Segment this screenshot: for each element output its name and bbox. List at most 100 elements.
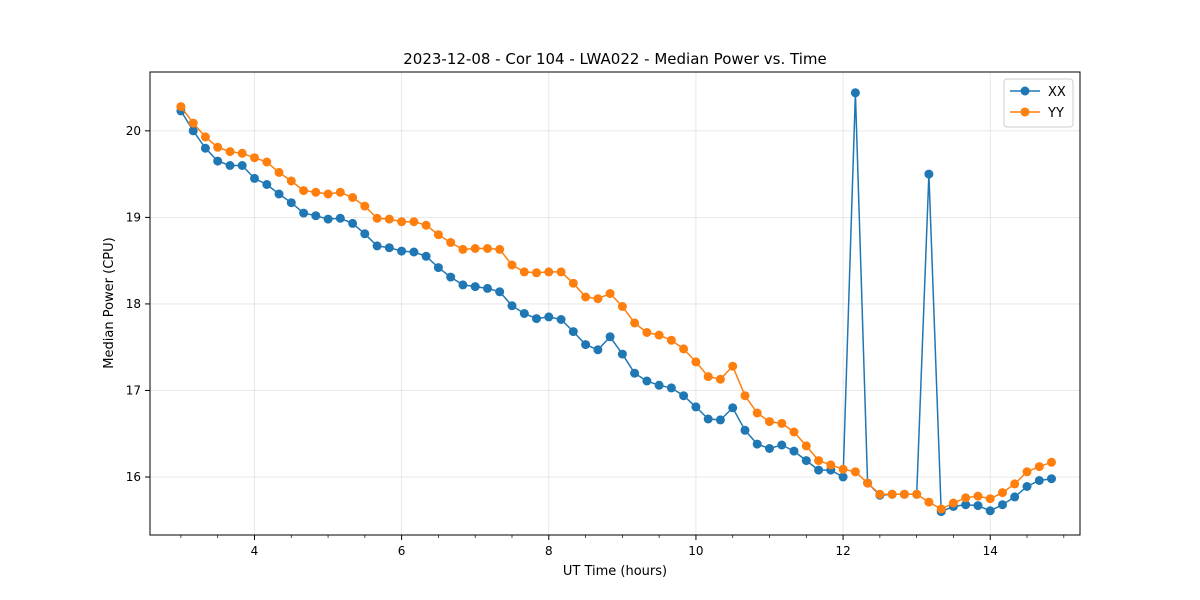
data-point-xx <box>507 301 517 311</box>
grid-lines <box>150 72 1080 535</box>
data-point-yy <box>1034 462 1044 472</box>
data-point-yy <box>654 330 664 340</box>
data-point-xx <box>483 283 492 293</box>
data-point-yy <box>1010 479 1020 489</box>
data-point-yy <box>630 318 640 328</box>
data-point-yy <box>323 189 333 199</box>
data-point-xx <box>458 280 468 290</box>
x-tick-label: 14 <box>983 544 998 558</box>
data-point-xx <box>691 402 701 412</box>
data-point-yy <box>286 176 296 186</box>
data-point-yy <box>483 244 492 253</box>
data-point-xx <box>1034 476 1044 485</box>
data-point-xx <box>728 403 738 413</box>
data-point-yy <box>605 289 615 298</box>
data-point-yy <box>765 417 774 427</box>
y-tick-label: 18 <box>126 297 141 311</box>
data-point-xx <box>446 272 456 282</box>
data-point-yy <box>458 244 468 254</box>
data-point-xx <box>1022 482 1032 491</box>
chart-title: 2023-12-08 - Cor 104 - LWA022 - Median P… <box>403 50 827 68</box>
data-point-yy <box>998 488 1007 498</box>
data-point-xx <box>213 156 223 166</box>
data-point-xx <box>532 314 541 324</box>
data-point-yy <box>826 460 836 470</box>
data-point-yy <box>335 187 345 197</box>
data-point-xx <box>421 251 431 261</box>
data-point-yy <box>397 217 407 227</box>
data-point-yy <box>250 153 259 163</box>
data-point-yy <box>728 361 738 371</box>
data-point-xx <box>360 229 370 239</box>
data-point-xx <box>605 332 615 342</box>
data-point-yy <box>1022 467 1032 477</box>
data-point-yy <box>556 267 566 277</box>
data-point-yy <box>875 489 885 499</box>
data-point-xx <box>814 465 824 475</box>
data-point-yy <box>789 427 799 437</box>
data-point-yy <box>568 278 578 288</box>
data-point-xx <box>765 444 774 453</box>
legend: XX YY <box>1003 78 1074 128</box>
data-point-yy <box>446 238 456 247</box>
data-point-xx <box>973 501 983 511</box>
legend-marker-xx <box>1020 86 1030 96</box>
data-point-xx <box>998 500 1007 510</box>
data-point-yy <box>348 193 358 202</box>
data-point-xx <box>617 349 627 359</box>
data-point-xx <box>200 143 210 153</box>
data-point-xx <box>433 263 443 273</box>
data-point-xx <box>985 506 995 516</box>
data-point-yy <box>1047 457 1056 467</box>
data-point-yy <box>421 220 431 230</box>
data-point-xx <box>1047 474 1056 484</box>
x-tick-label: 12 <box>835 544 850 558</box>
series-line-xx <box>180 92 1052 513</box>
data-point-xx <box>225 161 235 170</box>
legend-label-yy: YY <box>1047 106 1064 121</box>
data-point-yy <box>470 244 480 253</box>
data-point-xx <box>801 456 811 466</box>
data-point-yy <box>973 491 983 501</box>
data-point-yy <box>519 267 529 277</box>
data-point-yy <box>274 167 284 177</box>
data-point-yy <box>384 214 394 224</box>
x-tick-label: 8 <box>545 544 553 558</box>
data-point-xx <box>409 247 419 257</box>
data-point-xx <box>274 189 284 199</box>
data-point-xx <box>1010 492 1020 502</box>
data-point-yy <box>924 497 934 507</box>
data-point-yy <box>360 201 370 211</box>
data-point-yy <box>948 498 958 508</box>
data-point-yy <box>691 357 701 367</box>
legend-label-xx: XX <box>1048 85 1066 100</box>
data-point-yy <box>936 504 946 514</box>
data-point-yy <box>740 391 750 401</box>
data-point-yy <box>532 268 541 278</box>
data-point-xx <box>838 472 848 482</box>
data-point-yy <box>679 344 689 354</box>
data-point-xx <box>470 282 480 292</box>
data-point-xx <box>666 383 676 393</box>
data-point-yy <box>213 142 223 152</box>
data-point-xx <box>519 309 529 318</box>
axis-ticks: 4 6 8 10 12 14 16 17 18 19 20 <box>126 124 1065 558</box>
data-point-yy <box>495 244 505 254</box>
data-point-yy <box>237 148 247 158</box>
data-point-xx <box>752 439 762 449</box>
y-tick-label: 19 <box>126 210 141 224</box>
series-layer <box>176 88 1056 517</box>
data-point-yy <box>814 456 824 466</box>
data-point-xx <box>556 315 566 324</box>
data-point-yy <box>544 267 554 277</box>
data-point-yy <box>593 294 603 304</box>
data-point-yy <box>703 372 713 382</box>
data-point-yy <box>642 328 652 337</box>
y-tick-label: 16 <box>126 470 141 484</box>
data-point-yy <box>777 418 787 428</box>
data-point-yy <box>581 292 591 302</box>
x-tick-label: 10 <box>688 544 703 558</box>
data-point-xx <box>397 246 407 256</box>
y-tick-label: 17 <box>126 383 141 397</box>
